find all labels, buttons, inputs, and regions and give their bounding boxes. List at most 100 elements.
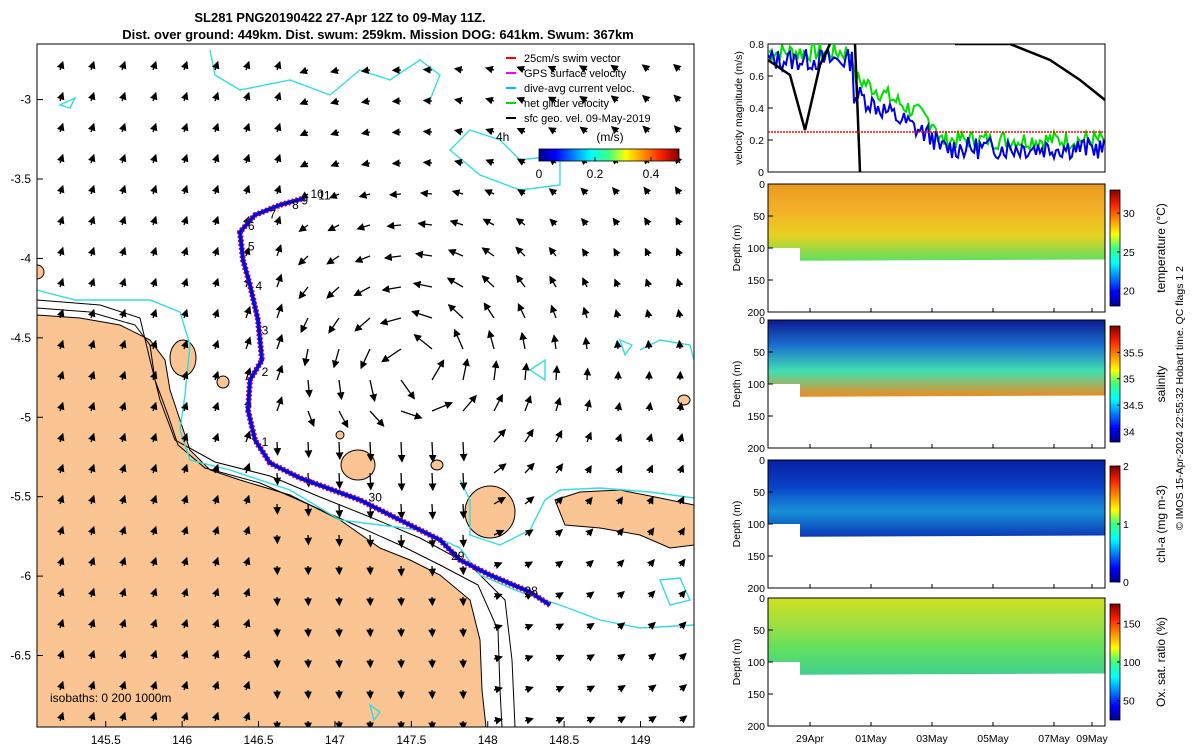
profile-colorbar: [1109, 325, 1121, 443]
velocity-arrow: [243, 430, 252, 443]
colorbar-label: Ox. sat. ratio (%): [1154, 617, 1168, 707]
velocity-arrow: [211, 525, 220, 536]
depth-tick-label: 150: [747, 411, 765, 423]
island-small-1: [216, 375, 230, 389]
velocity-arrow: [615, 464, 623, 474]
velocity-arrow: [180, 308, 189, 319]
profile-colorbar: [1109, 189, 1121, 307]
colorbar-label: chl-a (mg m-3): [1154, 485, 1168, 563]
velocity-arrow: [149, 401, 158, 412]
velocity-arrow: [149, 618, 158, 629]
velocity-arrow: [335, 503, 344, 519]
velocity-arrow: [647, 684, 657, 693]
velocity-arrow: [118, 494, 127, 505]
velocity-arrow: [329, 191, 340, 199]
map-y-tick-label: -3: [20, 93, 31, 107]
velocity-arrow: [524, 716, 534, 725]
velocity-arrow: [273, 122, 282, 133]
velocity-arrow: [118, 649, 127, 660]
velocity-arrow: [397, 534, 406, 549]
velocity-arrow: [547, 65, 557, 73]
velocity-arrow: [493, 685, 504, 694]
map-x-tick-label: 147.5: [396, 733, 426, 747]
velocity-arrow: [584, 496, 593, 506]
profile-panel-salinity: 0 50 100 150 200 Depth (m) 34 34.5 35 35.5 salinit…: [731, 315, 1168, 455]
velocity-arrow: [180, 618, 189, 629]
velocity-arrow: [617, 716, 627, 724]
velocity-arrow: [647, 590, 656, 599]
velocity-arrow: [149, 277, 158, 288]
profile-panel-temperature: 0 50 100 150 200 Depth (m) 20 25 30 temperature (…: [731, 179, 1168, 319]
time-tick-label: 09May: [1076, 733, 1108, 745]
velocity-arrow: [87, 587, 96, 598]
velocity-arrow: [276, 364, 284, 381]
velocity-arrow: [87, 339, 96, 350]
map-legend: 25cm/s swim vector GPS surface velocity di…: [506, 53, 651, 125]
velocity-arrow: [617, 685, 626, 693]
velocity-arrow: [211, 680, 220, 691]
velocity-arrow: [242, 60, 251, 71]
velocity-arrow: [354, 317, 371, 332]
velocity-y-tick-label: 0.8: [749, 39, 764, 51]
velocity-arrow: [180, 463, 189, 474]
map-y-tick-label: -5: [20, 410, 31, 424]
velocity-arrow: [419, 189, 433, 198]
velocity-arrow: [56, 339, 65, 350]
colorbar-tick-label: 35.5: [1123, 347, 1144, 359]
velocity-arrow: [581, 217, 590, 227]
velocity-arrow: [674, 186, 683, 195]
velocity-arrow: [307, 410, 316, 428]
velocity-arrow: [300, 317, 309, 334]
velocity-arrow: [485, 96, 495, 105]
colorbar-label: salinity: [1154, 366, 1168, 403]
velocity-arrow: [646, 495, 654, 505]
depth-tick-label: 200: [747, 443, 765, 455]
velocity-arrow: [118, 587, 127, 598]
velocity-arrow: [521, 362, 530, 381]
velocity-y-tick-label: 0.2: [749, 135, 764, 147]
velocity-arrow: [242, 153, 251, 164]
velocity-arrow: [211, 153, 220, 164]
velocity-arrow: [87, 711, 96, 722]
velocity-arrow: [493, 496, 506, 505]
velocity-arrow: [552, 365, 561, 381]
isobath-note: isobaths: 0 200 1000m: [50, 691, 171, 705]
velocity-arrow: [118, 680, 127, 691]
velocity-arrow: [447, 249, 464, 257]
velocity-arrow: [549, 275, 557, 288]
velocity-arrow: [483, 302, 495, 319]
velocity-arrow: [149, 122, 158, 133]
velocity-arrow: [524, 395, 532, 412]
velocity-arrow: [274, 244, 283, 257]
velocity-arrow: [555, 429, 563, 443]
velocity-arrow: [149, 711, 158, 722]
velocity-arrow: [554, 560, 564, 569]
velocity-arrow: [493, 393, 503, 412]
series-surface-geo-velocity: [768, 44, 1105, 172]
velocity-arrow: [516, 158, 526, 166]
velocity-arrow: [415, 250, 433, 259]
velocity-arrow: [616, 559, 625, 568]
map-y-tick-label: -6.5: [10, 649, 31, 663]
velocity-arrow: [242, 246, 251, 257]
depth-tick-label: 200: [747, 307, 765, 319]
velocity-arrow: [211, 339, 220, 350]
velocity-arrow: [87, 618, 96, 629]
velocity-arrow: [493, 561, 503, 570]
velocity-arrow: [118, 215, 127, 226]
velocity-arrow: [366, 472, 375, 491]
velocity-arrow: [211, 494, 220, 505]
velocity-arrow: [548, 188, 558, 197]
velocity-arrow: [211, 711, 220, 722]
velocity-arrow: [56, 60, 65, 71]
velocity-arrow: [56, 525, 65, 536]
velocity-arrow: [242, 525, 251, 536]
velocity-arrow: [459, 534, 468, 548]
island-small-2: [430, 459, 444, 471]
depth-axis-label: Depth (m): [731, 501, 743, 548]
track-label: 10: [310, 187, 324, 201]
velocity-arrow: [149, 680, 158, 691]
velocity-arrow: [581, 248, 590, 257]
velocity-arrow: [56, 556, 65, 567]
